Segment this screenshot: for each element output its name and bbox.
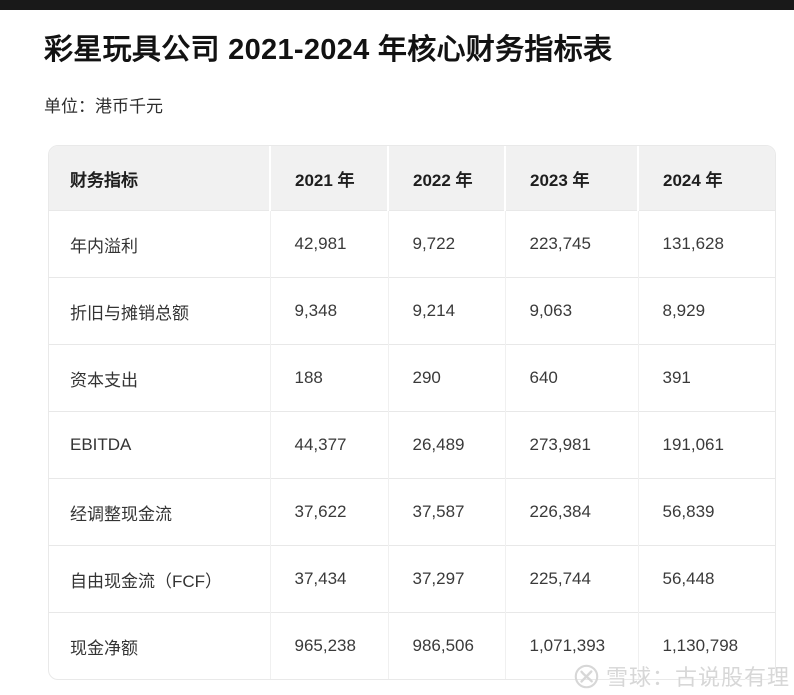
- table-cell: 37,434: [269, 545, 388, 613]
- table-cell: 223,745: [504, 210, 638, 278]
- table-row: 自由现金流（FCF） 37,434 37,297 225,744 56,448: [49, 545, 775, 613]
- page-content: 彩星玩具公司 2021-2024 年核心财务指标表 单位：港币千元 财务指标 2…: [0, 32, 794, 680]
- financial-table-container: 财务指标 2021 年 2022 年 2023 年 2024 年 年内溢利 42…: [48, 145, 776, 680]
- column-header-2023: 2023 年: [504, 146, 638, 211]
- table-cell: 9,214: [387, 277, 505, 345]
- table-cell: 986,506: [387, 612, 505, 679]
- table-cell: 226,384: [504, 478, 638, 546]
- column-header-2021: 2021 年: [269, 146, 388, 211]
- table-cell: 131,628: [637, 210, 775, 278]
- table-cell: 56,839: [637, 478, 775, 546]
- table-cell: 26,489: [387, 411, 505, 479]
- table-cell: 1,130,798: [637, 612, 775, 679]
- table-cell: 273,981: [504, 411, 638, 479]
- table-cell: 225,744: [504, 545, 638, 613]
- table-cell: 37,297: [387, 545, 505, 613]
- row-label: 经调整现金流: [49, 478, 270, 546]
- column-header-indicator: 财务指标: [49, 146, 270, 211]
- row-label: 自由现金流（FCF）: [49, 545, 270, 613]
- table-cell: 42,981: [269, 210, 388, 278]
- watermark-text: 雪球：古说股有理: [605, 665, 790, 690]
- table-cell: 9,722: [387, 210, 505, 278]
- watermark: 雪球：古说股有理: [574, 660, 790, 692]
- table-cell: 37,587: [387, 478, 505, 546]
- table-row: 折旧与摊销总额 9,348 9,214 9,063 8,929: [49, 277, 775, 345]
- row-label: EBITDA: [49, 411, 270, 479]
- table-cell: 1,071,393: [504, 612, 638, 679]
- table-cell: 8,929: [637, 277, 775, 345]
- page-title: 彩星玩具公司 2021-2024 年核心财务指标表: [44, 34, 613, 66]
- table-cell: 391: [637, 344, 775, 412]
- row-label: 年内溢利: [49, 210, 270, 278]
- row-label: 现金净额: [49, 612, 270, 679]
- table-cell: 191,061: [637, 411, 775, 479]
- table-row: 资本支出 188 290 640 391: [49, 344, 775, 412]
- column-header-2024: 2024 年: [637, 146, 775, 211]
- table-cell: 965,238: [269, 612, 388, 679]
- table-cell: 9,348: [269, 277, 388, 345]
- table-row: 现金净额 965,238 986,506 1,071,393 1,130,798: [49, 612, 775, 679]
- column-header-2022: 2022 年: [387, 146, 505, 211]
- table-cell: 188: [269, 344, 388, 412]
- table-row: 经调整现金流 37,622 37,587 226,384 56,839: [49, 478, 775, 546]
- table-cell: 9,063: [504, 277, 638, 345]
- table-cell: 290: [387, 344, 505, 412]
- top-cropped-dark-bar: [0, 0, 794, 10]
- table-header-row: 财务指标 2021 年 2022 年 2023 年 2024 年: [49, 146, 775, 211]
- unit-label: 单位：港币千元: [44, 97, 163, 116]
- financial-table: 财务指标 2021 年 2022 年 2023 年 2024 年 年内溢利 42…: [49, 146, 775, 679]
- table-cell: 640: [504, 344, 638, 412]
- table-row: 年内溢利 42,981 9,722 223,745 131,628: [49, 210, 775, 278]
- table-cell: 37,622: [269, 478, 388, 546]
- table-cell: 44,377: [269, 411, 388, 479]
- xueqiu-snowball-icon: [574, 664, 599, 689]
- row-label: 折旧与摊销总额: [49, 277, 270, 345]
- table-row: EBITDA 44,377 26,489 273,981 191,061: [49, 411, 775, 479]
- table-cell: 56,448: [637, 545, 775, 613]
- row-label: 资本支出: [49, 344, 270, 412]
